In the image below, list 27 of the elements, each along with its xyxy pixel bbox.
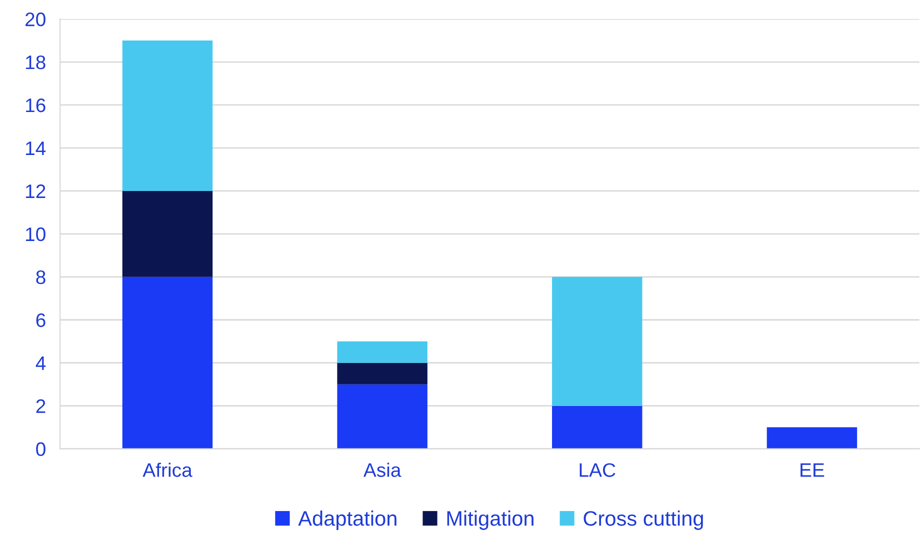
y-tick-label: 12 [26,184,46,198]
x-tick-label: Africa [142,462,192,477]
bar [337,384,428,449]
bar [122,190,213,277]
bar [337,362,428,384]
x-tick-label: EE [800,463,824,477]
y-tick-label: 16 [26,98,46,112]
legend-label: Cross cutting [584,510,703,530]
y-tick-label: 0 [36,442,46,456]
y-tick-label: 20 [26,12,46,26]
y-tick-label: 10 [26,227,46,242]
x-tick-label: Asia [363,462,402,477]
y-tick-label: 6 [36,313,46,328]
bar [122,276,213,449]
y-tick-label: 2 [36,399,46,413]
bar [766,427,858,449]
bar [337,341,428,363]
legend-label: Adaptation [298,510,396,530]
x-tick-label: LAC [580,463,616,477]
bar [552,406,642,449]
bar [122,40,213,191]
bar [552,276,642,406]
y-tick-label: 18 [26,55,46,70]
y-tick-label: 4 [36,356,46,370]
y-tick-label: 14 [26,142,46,156]
y-tick-label: 8 [36,270,46,284]
legend-label: Mitigation [447,510,534,530]
